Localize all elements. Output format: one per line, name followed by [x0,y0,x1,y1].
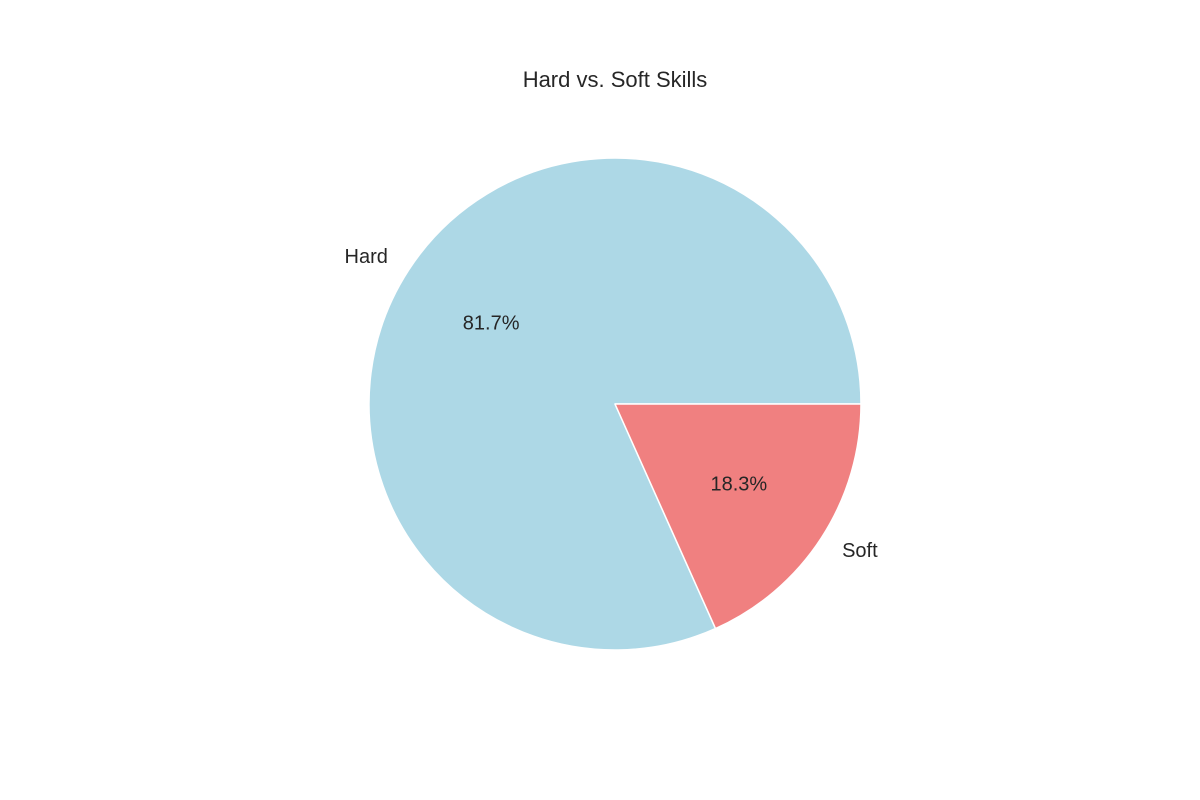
pie-slice-soft [614,403,862,630]
chart-title: Hard vs. Soft Skills [523,67,708,92]
slice-percent-hard: 81.7% [463,313,520,335]
slice-percent-soft: 18.3% [711,473,768,495]
pie-slices [368,157,862,651]
pie-slice-hard [368,157,862,651]
slice-label-soft: Soft [842,540,878,562]
pie-labels: Hard 81.7% Soft 18.3% [345,246,879,562]
slice-label-hard: Hard [345,246,388,268]
